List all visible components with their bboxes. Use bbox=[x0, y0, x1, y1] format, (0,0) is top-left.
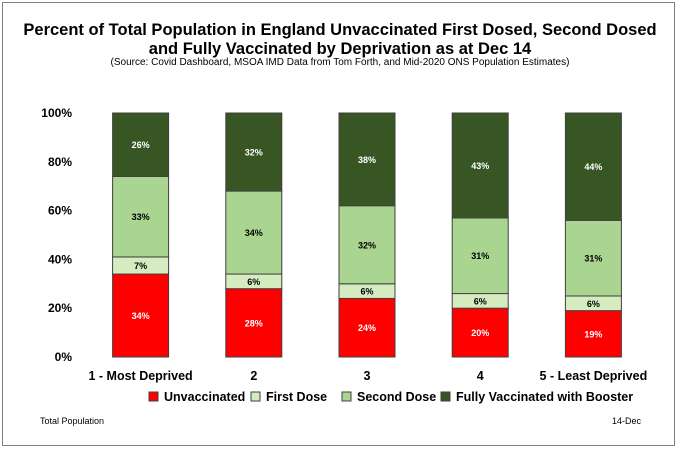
y-tick-label: 60% bbox=[48, 204, 72, 218]
bar-segment-second-dose bbox=[564, 219, 622, 297]
data-label: 26% bbox=[132, 140, 150, 150]
y-tick-label: 40% bbox=[48, 252, 72, 266]
x-category-label: 5 - Least Deprived bbox=[540, 369, 648, 383]
legend-swatch bbox=[341, 391, 352, 402]
legend-label: Second Dose bbox=[357, 390, 436, 404]
chart-title-line-1: Percent of Total Population in England U… bbox=[23, 21, 657, 39]
bar-segment-fully-vaccinated-with-booster bbox=[564, 112, 622, 221]
legend-label: First Dose bbox=[266, 390, 327, 404]
legend-swatch bbox=[440, 391, 451, 402]
legend-swatch bbox=[250, 391, 261, 402]
bar-segment-unvaccinated bbox=[451, 307, 509, 358]
footer-population-label: Total Population bbox=[40, 416, 105, 426]
data-label: 24% bbox=[358, 323, 376, 333]
x-category-label: 4 bbox=[477, 369, 484, 383]
bar-segment-second-dose bbox=[225, 190, 283, 275]
chart-subtitle: (Source: Covid Dashboard, MSOA IMD Data … bbox=[110, 57, 570, 68]
bar-segment-unvaccinated bbox=[225, 288, 283, 358]
data-label: 38% bbox=[358, 155, 376, 165]
y-tick-label: 20% bbox=[48, 301, 72, 315]
data-label: 6% bbox=[474, 296, 487, 306]
y-tick-label: 100% bbox=[41, 106, 72, 120]
legend-swatch bbox=[148, 391, 159, 402]
data-label: 33% bbox=[132, 212, 150, 222]
bar-segment-fully-vaccinated-with-booster bbox=[451, 112, 509, 219]
x-category-label: 1 - Most Deprived bbox=[89, 369, 193, 383]
bar-segment-fully-vaccinated-with-booster bbox=[112, 112, 170, 177]
data-label: 6% bbox=[360, 287, 373, 297]
bar-segment-second-dose bbox=[451, 217, 509, 295]
legend-label: Fully Vaccinated with Booster bbox=[456, 390, 633, 404]
data-label: 34% bbox=[132, 311, 150, 321]
y-tick-label: 80% bbox=[48, 155, 72, 169]
data-label: 19% bbox=[584, 329, 602, 339]
data-label: 7% bbox=[134, 261, 147, 271]
bar-segment-unvaccinated bbox=[112, 273, 170, 358]
data-label: 34% bbox=[245, 228, 263, 238]
x-category-label: 2 bbox=[250, 369, 257, 383]
chart-title-line-2: and Fully Vaccinated by Deprivation as a… bbox=[148, 40, 532, 58]
data-label: 32% bbox=[358, 240, 376, 250]
bar-segment-second-dose bbox=[338, 205, 396, 285]
y-tick-label: 0% bbox=[55, 350, 73, 364]
data-label: 31% bbox=[584, 254, 602, 264]
footer-date-label: 14-Dec bbox=[612, 416, 642, 426]
data-label: 44% bbox=[584, 162, 602, 172]
bar-segment-fully-vaccinated-with-booster bbox=[225, 112, 283, 192]
data-label: 20% bbox=[471, 328, 489, 338]
legend-label: Unvaccinated bbox=[164, 390, 245, 404]
data-label: 28% bbox=[245, 318, 263, 328]
data-label: 43% bbox=[471, 161, 489, 171]
data-label: 6% bbox=[587, 299, 600, 309]
bar-segment-second-dose bbox=[112, 175, 170, 258]
x-category-label: 3 bbox=[364, 369, 371, 383]
data-label: 6% bbox=[247, 277, 260, 287]
data-label: 32% bbox=[245, 148, 263, 158]
bar-segment-unvaccinated bbox=[338, 297, 396, 358]
bar-segment-unvaccinated bbox=[564, 310, 622, 358]
bar-segment-fully-vaccinated-with-booster bbox=[338, 112, 396, 207]
data-label: 31% bbox=[471, 251, 489, 261]
